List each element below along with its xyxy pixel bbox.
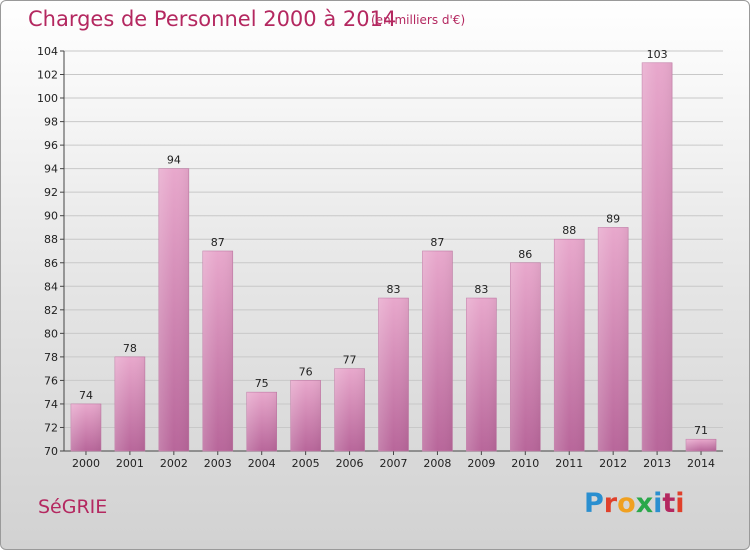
- x-tick-label-2004: 2004: [248, 457, 276, 470]
- chart-unit-note: (en milliers d'€): [371, 13, 466, 27]
- x-tick-label-2000: 2000: [72, 457, 100, 470]
- data-label-2001: 78: [123, 342, 137, 355]
- data-label-2010: 86: [518, 248, 532, 261]
- y-tick-label: 102: [37, 69, 58, 82]
- data-label-2008: 87: [430, 236, 444, 249]
- data-label-2003: 87: [211, 236, 225, 249]
- bar-shade-2007: [378, 298, 409, 451]
- data-label-2000: 74: [79, 389, 93, 402]
- bar-shade-2003: [202, 251, 233, 451]
- data-label-2004: 75: [255, 377, 269, 390]
- y-tick-label: 94: [44, 163, 58, 176]
- y-tick-label: 96: [44, 139, 58, 152]
- data-label-2013: 103: [647, 48, 668, 61]
- data-label-2011: 88: [562, 224, 576, 237]
- data-label-2002: 94: [167, 154, 181, 167]
- y-tick-label: 100: [37, 92, 58, 105]
- x-tick-label-2003: 2003: [204, 457, 232, 470]
- bar-shade-2002: [158, 168, 189, 451]
- chart-title: Charges de Personnel 2000 à 2014: [28, 7, 397, 31]
- logo-letter: t: [662, 488, 676, 519]
- data-label-2005: 76: [299, 365, 313, 378]
- y-tick-label: 86: [44, 257, 58, 270]
- bar-shade-2009: [466, 298, 497, 451]
- data-label-2006: 77: [343, 354, 357, 367]
- x-tick-label-2014: 2014: [687, 457, 715, 470]
- y-tick-label: 98: [44, 116, 58, 129]
- y-tick-label: 84: [44, 280, 58, 293]
- logo-letter: i: [675, 488, 685, 519]
- x-tick-label-2006: 2006: [336, 457, 364, 470]
- bar-shade-2014: [686, 439, 717, 451]
- proxiti-logo: Proxiti: [584, 488, 685, 519]
- bar-shade-2010: [510, 262, 541, 451]
- y-tick-label: 80: [44, 327, 58, 340]
- bar-shade-2013: [642, 62, 673, 451]
- y-tick-label: 76: [44, 374, 58, 387]
- logo-letter: P: [584, 488, 604, 519]
- x-tick-label-2013: 2013: [643, 457, 671, 470]
- bar-shade-2012: [598, 227, 629, 451]
- x-tick-label-2011: 2011: [555, 457, 583, 470]
- labels: 70 72 74 76 78 80 82 84 86 88 90 92 94 96 98 100 102 104 7…: [37, 45, 715, 470]
- logo-letter: i: [653, 488, 663, 519]
- x-tick-label-2012: 2012: [599, 457, 627, 470]
- commune-name: SéGRIE: [38, 496, 108, 518]
- y-tick-label: 78: [44, 351, 58, 364]
- y-tick-label: 74: [44, 398, 58, 411]
- y-tick-label: 70: [44, 445, 58, 458]
- bar-shade-2005: [290, 380, 321, 451]
- bar-shade-2006: [334, 368, 365, 451]
- x-tick-label-2007: 2007: [380, 457, 408, 470]
- bars: [70, 62, 717, 452]
- y-tick-label: 72: [44, 421, 58, 434]
- x-tick-label-2009: 2009: [467, 457, 495, 470]
- y-tick-label: 90: [44, 210, 58, 223]
- bar-shade-2001: [114, 356, 145, 451]
- x-tick-label-2008: 2008: [423, 457, 451, 470]
- bar-shade-2011: [554, 239, 585, 451]
- data-label-2007: 83: [387, 283, 401, 296]
- logo-letter: x: [635, 488, 654, 519]
- bar-shade-2000: [70, 403, 101, 451]
- logo-letter: o: [617, 488, 636, 519]
- y-tick-label: 92: [44, 186, 58, 199]
- bar-shade-2008: [422, 251, 453, 451]
- x-tick-label-2001: 2001: [116, 457, 144, 470]
- y-tick-label: 82: [44, 304, 58, 317]
- x-tick-label-2010: 2010: [511, 457, 539, 470]
- x-tick-label-2002: 2002: [160, 457, 188, 470]
- data-label-2012: 89: [606, 212, 620, 225]
- y-tick-label: 104: [37, 45, 58, 58]
- logo-letter: r: [603, 488, 618, 519]
- data-label-2014: 71: [694, 424, 708, 437]
- bar-shade-2004: [246, 392, 277, 451]
- data-label-2009: 83: [474, 283, 488, 296]
- y-tick-label: 88: [44, 233, 58, 246]
- x-tick-label-2005: 2005: [292, 457, 320, 470]
